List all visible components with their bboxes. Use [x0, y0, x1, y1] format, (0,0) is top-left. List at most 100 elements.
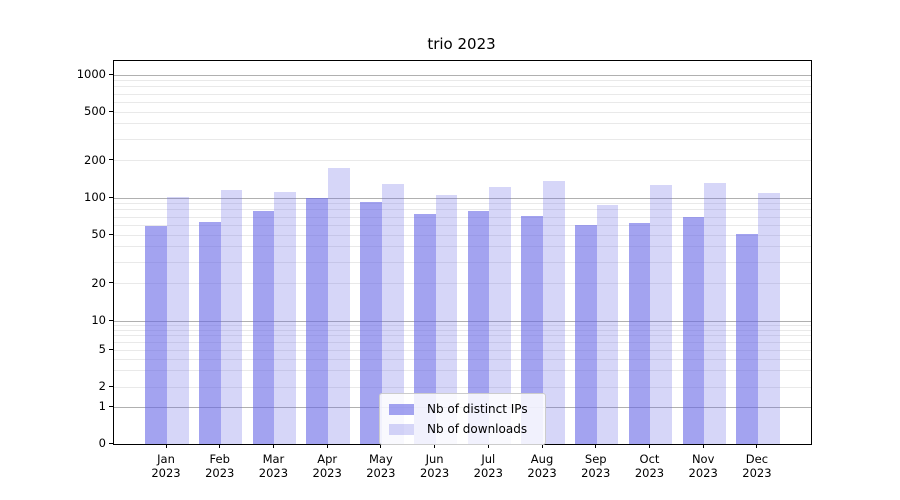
bar-nb-of-downloads-nov-2023 — [704, 183, 726, 444]
gridline-minor-7 — [114, 335, 811, 337]
gridline-minor-50 — [114, 234, 811, 236]
y-tick-mark-20 — [109, 282, 113, 284]
x-tick-mark-jan — [165, 444, 167, 448]
legend-label-downloads: Nb of downloads — [427, 422, 528, 436]
y-tick-mark-500 — [109, 110, 113, 112]
gridline-major-1000 — [114, 74, 811, 76]
bar-nb-of-distinct-ips-dec-2023 — [736, 233, 758, 444]
y-tick-label-200: 200 — [84, 152, 106, 167]
bar-nb-of-downloads-aug-2023 — [543, 181, 565, 444]
bar-nb-of-distinct-ips-apr-2023 — [306, 198, 329, 444]
y-tick-mark-1 — [109, 405, 113, 407]
bar-nb-of-downloads-jan-2023 — [167, 197, 189, 444]
y-tick-label-2: 2 — [98, 379, 106, 393]
y-tick-mark-100 — [109, 196, 113, 198]
gridline-minor-200 — [114, 160, 811, 162]
x-tick-mark-aug — [541, 444, 543, 448]
x-tick-mark-dec — [756, 444, 758, 448]
gridline-minor-80 — [114, 209, 811, 211]
legend-label-distinct-ips: Nb of distinct IPs — [427, 402, 528, 416]
x-tick-mark-sep — [595, 444, 597, 448]
bar-nb-of-downloads-apr-2023 — [328, 168, 350, 444]
bar-nb-of-downloads-jun-2023 — [435, 195, 458, 444]
chart-title: trio 2023 — [427, 35, 496, 53]
gridline-minor-40 — [114, 246, 811, 248]
gridline-minor-8 — [114, 329, 811, 331]
x-tick-label-jun-2023: Jun 2023 — [419, 452, 450, 480]
bar-nb-of-distinct-ips-aug-2023 — [521, 215, 544, 444]
y-tick-label-20: 20 — [91, 275, 106, 290]
bar-nb-of-downloads-oct-2023 — [650, 184, 673, 444]
x-tick-mark-mar — [272, 444, 274, 448]
bar-nb-of-downloads-jul-2023 — [489, 186, 511, 444]
gridline-minor-400 — [114, 123, 811, 125]
legend-item-distinct-ips: Nb of distinct IPs — [389, 399, 536, 419]
gridline-major-100 — [114, 197, 811, 199]
gridline-minor-4 — [114, 358, 811, 360]
y-tick-mark-2 — [109, 385, 113, 387]
y-tick-mark-5 — [109, 348, 113, 350]
x-tick-label-aug-2023: Aug 2023 — [527, 452, 557, 480]
gridline-minor-6 — [114, 341, 811, 343]
y-tick-mark-200 — [109, 159, 113, 161]
gridline-minor-300 — [114, 138, 811, 140]
bar-nb-of-distinct-ips-mar-2023 — [252, 210, 275, 444]
legend-swatch-downloads — [389, 423, 414, 435]
x-tick-label-may-2023: May 2023 — [366, 452, 396, 480]
gridline-minor-70 — [114, 216, 811, 218]
bar-nb-of-downloads-feb-2023 — [220, 190, 243, 444]
y-tick-label-1: 1 — [98, 399, 106, 413]
y-tick-mark-50 — [109, 233, 113, 235]
plot-area: Nb of distinct IPs Nb of downloads — [113, 60, 812, 445]
bar-nb-of-distinct-ips-jan-2023 — [145, 226, 167, 444]
gridline-minor-2 — [114, 386, 811, 388]
gridline-minor-20 — [114, 283, 811, 285]
x-tick-label-sep-2023: Sep 2023 — [581, 452, 611, 480]
x-tick-label-jan-2023: Jan 2023 — [151, 452, 181, 480]
gridline-minor-3 — [114, 370, 811, 372]
bar-nb-of-downloads-mar-2023 — [274, 192, 297, 444]
x-tick-label-dec-2023: Dec 2023 — [742, 452, 772, 480]
y-tick-label-0: 0 — [98, 436, 106, 450]
legend-swatch-distinct-ips — [389, 403, 414, 415]
bar-nb-of-distinct-ips-sep-2023 — [575, 225, 597, 444]
gridline-minor-5 — [114, 349, 811, 351]
gridline-minor-900 — [114, 80, 811, 82]
gridline-minor-60 — [114, 224, 811, 226]
y-tick-label-50: 50 — [91, 227, 106, 242]
y-tick-mark-0 — [109, 442, 113, 444]
x-tick-mark-may — [380, 444, 382, 448]
bars-layer — [114, 61, 811, 444]
legend-item-downloads: Nb of downloads — [389, 419, 536, 439]
bar-nb-of-distinct-ips-nov-2023 — [682, 217, 705, 444]
x-tick-mark-nov — [702, 444, 704, 448]
bar-nb-of-downloads-dec-2023 — [757, 192, 780, 444]
x-tick-label-jul-2023: Jul 2023 — [473, 452, 503, 480]
gridline-major-10 — [114, 320, 811, 322]
bar-nb-of-downloads-may-2023 — [381, 183, 404, 444]
x-tick-mark-oct — [648, 444, 650, 448]
gridline-minor-800 — [114, 86, 811, 88]
bar-nb-of-distinct-ips-feb-2023 — [199, 221, 221, 444]
y-tick-label-500: 500 — [84, 104, 106, 119]
x-tick-label-nov-2023: Nov 2023 — [688, 452, 718, 480]
gridline-minor-600 — [114, 101, 811, 103]
bar-nb-of-distinct-ips-jun-2023 — [413, 214, 436, 444]
y-tick-label-1000: 1000 — [76, 67, 106, 81]
bar-nb-of-distinct-ips-jul-2023 — [467, 210, 490, 444]
x-tick-label-feb-2023: Feb 2023 — [205, 452, 235, 480]
gridline-minor-9 — [114, 324, 811, 326]
x-tick-label-apr-2023: Apr 2023 — [312, 452, 342, 480]
gridlines-layer — [114, 61, 811, 444]
legend: Nb of distinct IPs Nb of downloads — [379, 393, 546, 445]
x-tick-mark-jun — [434, 444, 436, 448]
y-tick-label-5: 5 — [98, 342, 106, 356]
y-tick-mark-10 — [109, 319, 113, 321]
x-tick-label-mar-2023: Mar 2023 — [258, 452, 289, 480]
y-tick-mark-1000 — [109, 73, 113, 75]
gridline-minor-30 — [114, 261, 811, 263]
bar-nb-of-distinct-ips-oct-2023 — [628, 222, 651, 444]
x-tick-label-oct-2023: Oct 2023 — [634, 452, 665, 480]
y-tick-label-10: 10 — [91, 313, 106, 327]
